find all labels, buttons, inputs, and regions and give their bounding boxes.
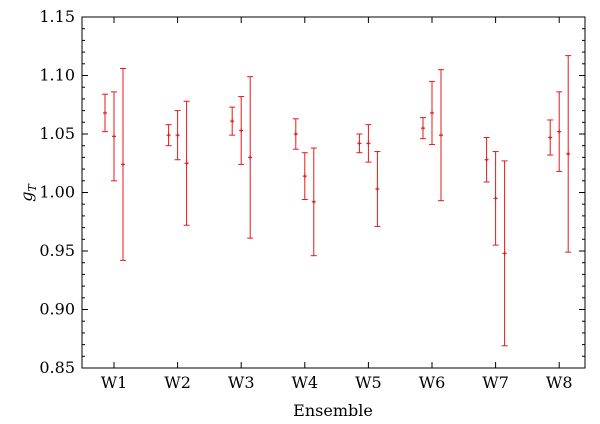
data-marks bbox=[102, 55, 572, 347]
y-tick-label: 1.05 bbox=[39, 124, 75, 143]
y-axis-label-subscript: T bbox=[26, 183, 39, 192]
x-tick-label: W3 bbox=[228, 373, 255, 392]
x-tick-label: W5 bbox=[355, 373, 382, 392]
x-tick-label: W6 bbox=[419, 373, 446, 392]
y-tick-label: 0.95 bbox=[39, 241, 75, 260]
tick-labels: 0.85 0.90 0.95 1.00 1.05 1.10 1.15 W1 W2 W3 W4 W5 W6… bbox=[39, 7, 572, 392]
x-axis-label: Ensemble bbox=[293, 401, 373, 420]
x-tick-label: W4 bbox=[291, 373, 318, 392]
y-tick-label: 0.85 bbox=[39, 358, 75, 377]
plot-frame bbox=[81, 16, 586, 369]
y-axis-label-main: g bbox=[17, 192, 36, 202]
x-tick-label: W7 bbox=[482, 373, 509, 392]
y-tick-label: 0.90 bbox=[39, 300, 75, 319]
y-tick-label: 1.10 bbox=[39, 66, 75, 85]
y-tick-label: 1.00 bbox=[39, 183, 75, 202]
y-axis-label: gT bbox=[17, 183, 39, 202]
x-tick-label: W2 bbox=[164, 373, 191, 392]
y-tick-label: 1.15 bbox=[39, 7, 75, 26]
x-tick-label: W1 bbox=[101, 373, 128, 392]
ticks bbox=[82, 16, 585, 369]
x-tick-label: W8 bbox=[546, 373, 573, 392]
